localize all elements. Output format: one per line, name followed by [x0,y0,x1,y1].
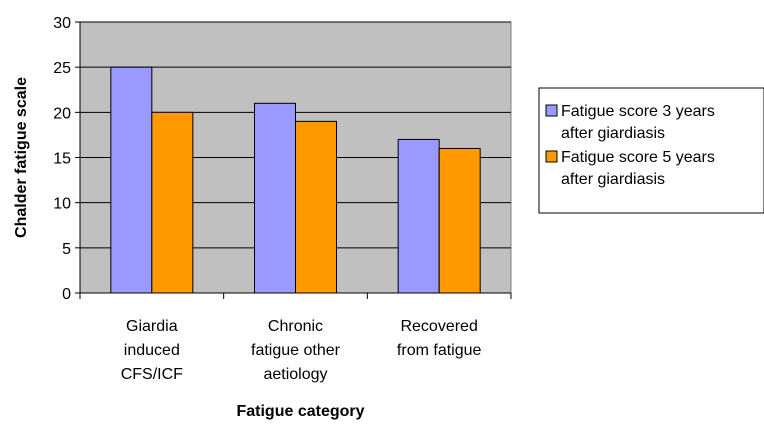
x-category-label: Giardia induced CFS/ICF [121,318,183,383]
x-axis-title: Fatigue category [236,403,364,420]
bar-series-2-cat-2 [295,120,337,294]
y-tick-label: 0 [62,286,71,303]
bar-series-2-cat-1 [151,111,194,294]
y-tick-label: 25 [53,60,71,77]
y-axis-title: Chalder fatigue scale [13,77,30,238]
legend-label-2: Fatigue score 5 years after giardiasis [561,149,715,188]
bars [110,66,481,294]
bar-series-1-cat-2 [254,102,296,294]
legend-swatch-1 [545,104,558,117]
legend-swatch-2 [545,150,558,163]
x-category-label: Recovered from fatigue [397,318,482,359]
bar-series-1-cat-1 [110,66,153,294]
y-tick-label: 15 [53,151,71,168]
axes [75,21,512,299]
y-tick-label: 30 [53,15,71,32]
y-tick-label: 10 [53,196,71,213]
y-tick-label: 20 [53,105,71,122]
x-category-label: Chronic fatigue other aetiology [251,318,341,383]
legend: Fatigue score 3 years after giardiasis Fat… [538,87,764,214]
bar-series-2-cat-3 [438,147,481,294]
y-tick-labels: 0 5 10 15 20 25 30 [53,15,71,303]
x-category-labels: Giardia induced CFS/ICF Chronic fatigue othe… [121,318,482,383]
legend-label-1: Fatigue score 3 years after giardiasis [561,103,715,142]
legend-box [538,87,764,214]
y-tick-label: 5 [62,241,71,258]
bar-series-1-cat-3 [397,138,440,294]
